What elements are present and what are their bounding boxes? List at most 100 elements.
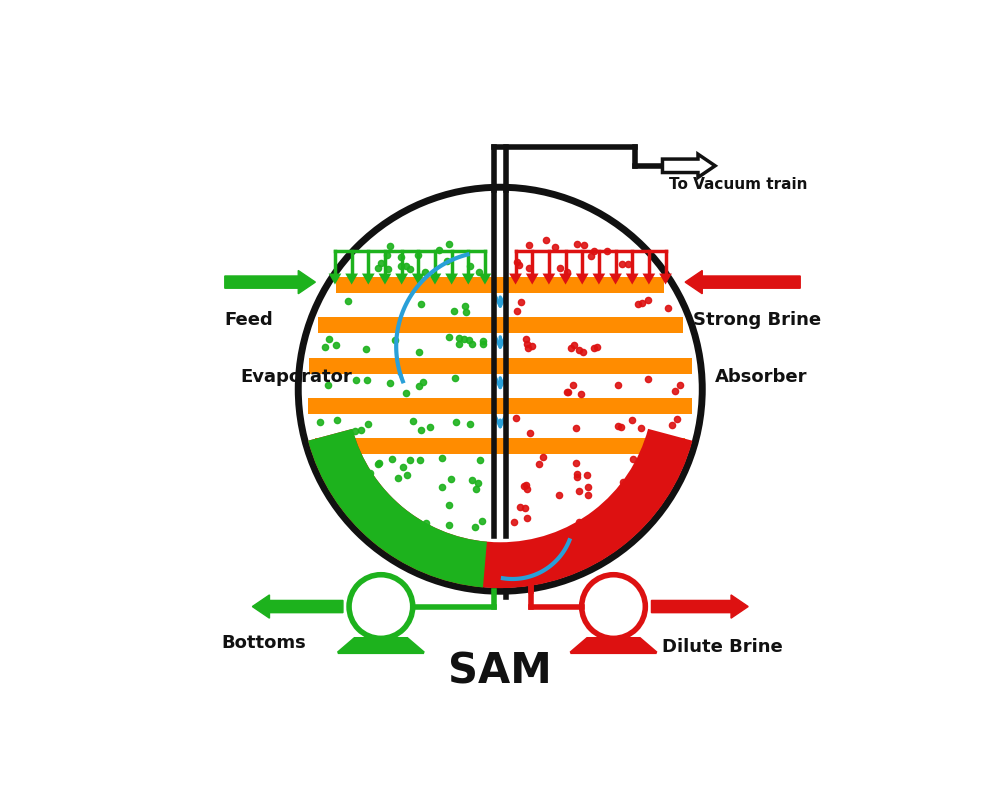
Point bbox=[610, 420, 626, 432]
Point bbox=[475, 338, 491, 351]
Point bbox=[508, 412, 524, 425]
Point bbox=[379, 249, 395, 262]
Point bbox=[448, 416, 464, 429]
Point bbox=[358, 343, 374, 355]
Point bbox=[410, 248, 426, 261]
Point bbox=[441, 331, 457, 343]
Bar bbox=[309, 358, 692, 374]
Point bbox=[340, 294, 356, 307]
Point bbox=[672, 379, 688, 392]
Point bbox=[360, 418, 376, 431]
Point bbox=[373, 257, 389, 270]
Point bbox=[418, 517, 434, 529]
Point bbox=[458, 306, 474, 319]
Point bbox=[434, 481, 450, 494]
Point bbox=[395, 460, 411, 473]
Point bbox=[615, 476, 631, 489]
Point bbox=[451, 332, 467, 345]
Point bbox=[470, 476, 486, 489]
Point bbox=[357, 487, 373, 499]
Point bbox=[566, 339, 582, 351]
Point bbox=[412, 454, 428, 467]
Point bbox=[614, 258, 630, 270]
Point bbox=[586, 341, 602, 354]
Point bbox=[335, 452, 351, 465]
Point bbox=[512, 501, 528, 514]
Point bbox=[589, 341, 605, 354]
Point bbox=[521, 262, 537, 275]
Wedge shape bbox=[308, 429, 487, 588]
Bar bbox=[318, 317, 683, 333]
Point bbox=[417, 266, 433, 278]
Point bbox=[626, 486, 642, 498]
Point bbox=[467, 521, 483, 533]
FancyArrow shape bbox=[225, 270, 315, 293]
Point bbox=[629, 491, 645, 504]
Point bbox=[468, 483, 484, 495]
Text: Evaporator: Evaporator bbox=[240, 368, 352, 386]
Point bbox=[580, 480, 596, 493]
Polygon shape bbox=[571, 638, 656, 653]
Point bbox=[538, 234, 554, 246]
Point bbox=[568, 422, 584, 435]
Point bbox=[441, 238, 457, 250]
Point bbox=[370, 458, 386, 471]
Point bbox=[583, 250, 599, 262]
Point bbox=[353, 424, 369, 436]
Point bbox=[464, 474, 480, 487]
Point bbox=[613, 421, 629, 433]
Point bbox=[519, 338, 535, 351]
Point bbox=[625, 453, 641, 466]
Point bbox=[382, 376, 398, 389]
Point bbox=[569, 470, 585, 483]
Point bbox=[457, 300, 473, 312]
Point bbox=[624, 413, 640, 426]
Point bbox=[579, 468, 595, 481]
Point bbox=[522, 427, 538, 440]
Point bbox=[399, 469, 415, 482]
Point bbox=[411, 380, 427, 393]
Point bbox=[364, 513, 380, 525]
Point bbox=[443, 472, 459, 485]
Point bbox=[474, 514, 490, 527]
Point bbox=[573, 387, 589, 400]
Point bbox=[552, 262, 568, 274]
Point bbox=[356, 498, 372, 511]
Point bbox=[464, 338, 480, 351]
Point bbox=[434, 452, 450, 465]
Point bbox=[560, 386, 576, 398]
Point bbox=[413, 297, 429, 310]
Text: Absorber: Absorber bbox=[715, 368, 807, 386]
Text: Feed: Feed bbox=[225, 312, 274, 329]
Wedge shape bbox=[308, 429, 692, 588]
Point bbox=[599, 245, 615, 258]
Point bbox=[565, 379, 581, 392]
Point bbox=[580, 489, 596, 502]
Point bbox=[610, 379, 626, 392]
Point bbox=[660, 302, 676, 315]
Point bbox=[506, 515, 522, 528]
Point bbox=[531, 458, 547, 471]
Point bbox=[547, 241, 563, 254]
Circle shape bbox=[298, 188, 702, 591]
Point bbox=[461, 334, 477, 347]
Point bbox=[398, 387, 414, 400]
Point bbox=[593, 521, 609, 533]
Point bbox=[446, 304, 462, 317]
Point bbox=[569, 467, 585, 480]
Point bbox=[640, 373, 656, 386]
Point bbox=[516, 479, 532, 492]
Point bbox=[312, 416, 328, 429]
Point bbox=[462, 418, 478, 431]
Point bbox=[509, 304, 525, 317]
Point bbox=[600, 502, 616, 514]
Point bbox=[643, 486, 659, 498]
Point bbox=[384, 452, 400, 465]
Point bbox=[320, 379, 336, 392]
Point bbox=[576, 238, 592, 251]
Point bbox=[413, 424, 429, 436]
Point bbox=[559, 386, 575, 398]
FancyArrow shape bbox=[662, 154, 715, 177]
Point bbox=[571, 516, 587, 529]
Point bbox=[456, 332, 472, 345]
